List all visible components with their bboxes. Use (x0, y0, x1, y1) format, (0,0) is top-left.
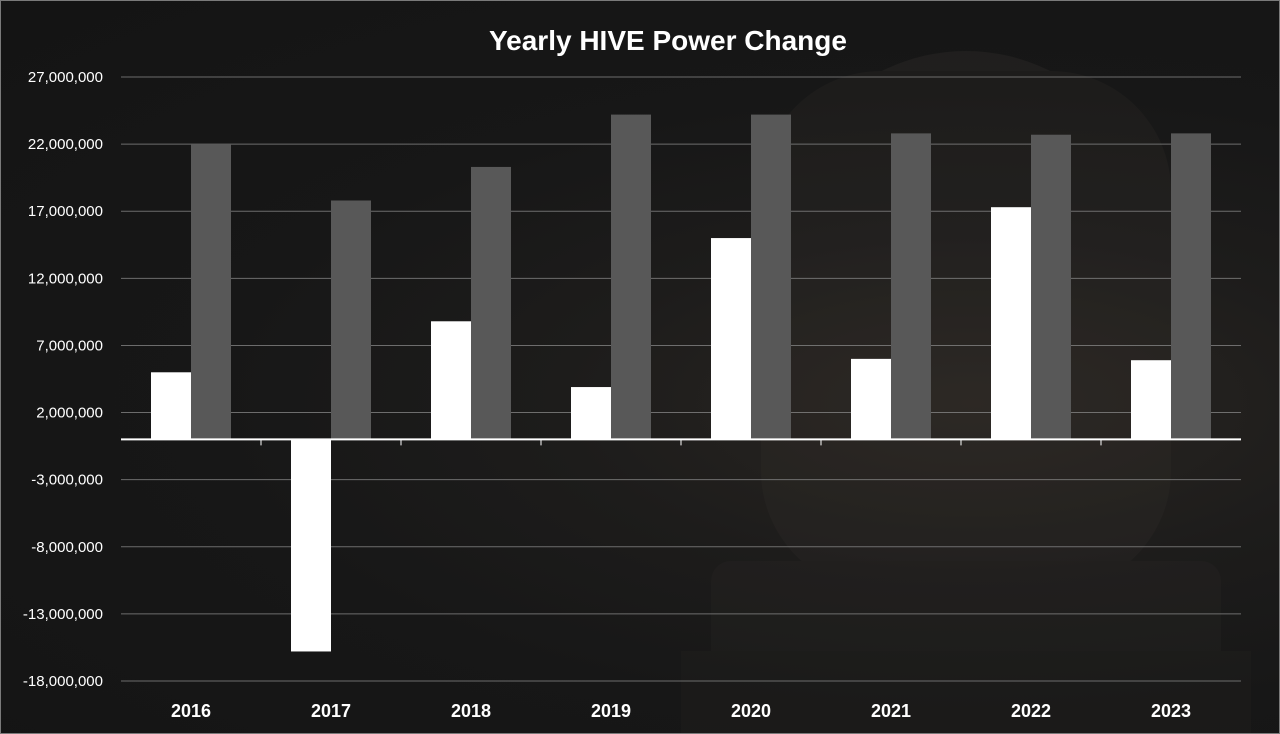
x-tick-label: 2020 (731, 701, 771, 721)
y-tick-label: 17,000,000 (28, 203, 103, 220)
bar-series-2-2022 (1031, 134, 1071, 440)
bar-series-1-2020 (711, 238, 751, 440)
bar-series-2-2018 (471, 166, 511, 440)
bar-series-2-2019 (611, 114, 651, 440)
bar-series-1-2023 (1131, 360, 1171, 440)
bar-series-2-2016 (191, 144, 231, 440)
x-tick-label: 2022 (1011, 701, 1051, 721)
x-tick-label: 2018 (451, 701, 491, 721)
y-tick-label: 7,000,000 (36, 337, 103, 354)
x-tick-label: 2016 (171, 701, 211, 721)
y-tick-label: -18,000,000 (23, 673, 103, 690)
bar-series-2-2020 (751, 114, 791, 440)
x-tick-label: 2017 (311, 701, 351, 721)
x-tick-label: 2021 (871, 701, 911, 721)
bar-series-1-2019 (571, 387, 611, 440)
bar-series-2-2017 (331, 200, 371, 440)
bar-series-1-2021 (851, 358, 891, 440)
bars (151, 114, 1211, 652)
chart-title: Yearly HIVE Power Change (489, 25, 847, 56)
y-tick-label: 22,000,000 (28, 136, 103, 153)
bar-series-1-2016 (151, 372, 191, 440)
y-tick-label: -8,000,000 (31, 539, 103, 556)
x-tick-label: 2019 (591, 701, 631, 721)
bar-series-1-2022 (991, 207, 1031, 440)
bar-series-2-2021 (891, 133, 931, 440)
bar-series-1-2018 (431, 321, 471, 440)
bar-series-2-2023 (1171, 133, 1211, 440)
y-axis-ticks: 27,000,000 22,000,000 17,000,000 12,000,000… (23, 69, 103, 690)
bar-series-1-2017 (291, 439, 331, 652)
y-tick-label: -3,000,000 (31, 472, 103, 489)
y-tick-label: -13,000,000 (23, 606, 103, 623)
y-tick-label: 12,000,000 (28, 270, 103, 287)
y-tick-label: 2,000,000 (36, 405, 103, 422)
x-tick-label: 2023 (1151, 701, 1191, 721)
y-tick-label: 27,000,000 (28, 69, 103, 86)
x-axis-ticks: 2016 2017 2018 2019 2020 2021 2022 2023 (171, 439, 1191, 721)
